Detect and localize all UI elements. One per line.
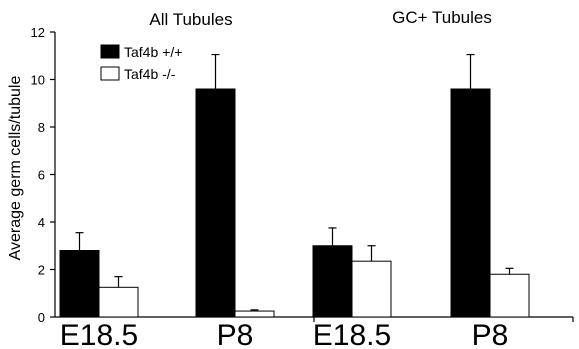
x-category-label: P8 (472, 319, 509, 349)
bar-wildtype-panel2-p8 (450, 88, 491, 318)
bar-knockout-panel1-e18-5 (98, 286, 139, 318)
y-tick-label: 8 (38, 120, 45, 135)
bar-knockout-panel2-e18-5 (351, 260, 392, 318)
bars (59, 53, 530, 318)
bar-wildtype-panel1-p8 (195, 88, 236, 318)
legend-label-knockout: Taf4b -/- (124, 66, 176, 82)
x-category-labels: E18.5 P8 E18.5 P8 (60, 319, 509, 349)
panel-title-gc-tubules: GC+ Tubules (392, 8, 492, 27)
x-category-label: E18.5 (313, 319, 391, 349)
legend: Taf4b +/+ Taf4b -/- (100, 44, 182, 82)
y-tick-label: 12 (31, 25, 45, 40)
y-tick-label: 2 (38, 263, 45, 278)
bar-wildtype-panel2-e18-5 (312, 245, 353, 318)
bar-knockout-panel1-p8 (234, 310, 275, 318)
y-axis-label: Average germ cells/tubule (7, 76, 24, 261)
y-ticks: 0 2 4 6 8 10 12 (31, 25, 55, 325)
y-tick-label: 0 (38, 310, 45, 325)
legend-label-wildtype: Taf4b +/+ (124, 44, 182, 60)
y-tick-label: 10 (31, 73, 45, 88)
legend-swatch-wildtype (100, 44, 120, 59)
legend-swatch-knockout (100, 66, 120, 81)
bar-wildtype-panel1-e18-5 (59, 250, 100, 318)
y-tick-label: 4 (38, 215, 45, 230)
panel-title-all-tubules: All Tubules (149, 10, 232, 29)
x-category-label: P8 (217, 319, 254, 349)
y-tick-label: 6 (38, 168, 45, 183)
bar-knockout-panel2-p8 (489, 273, 530, 318)
x-category-label: E18.5 (60, 319, 138, 349)
